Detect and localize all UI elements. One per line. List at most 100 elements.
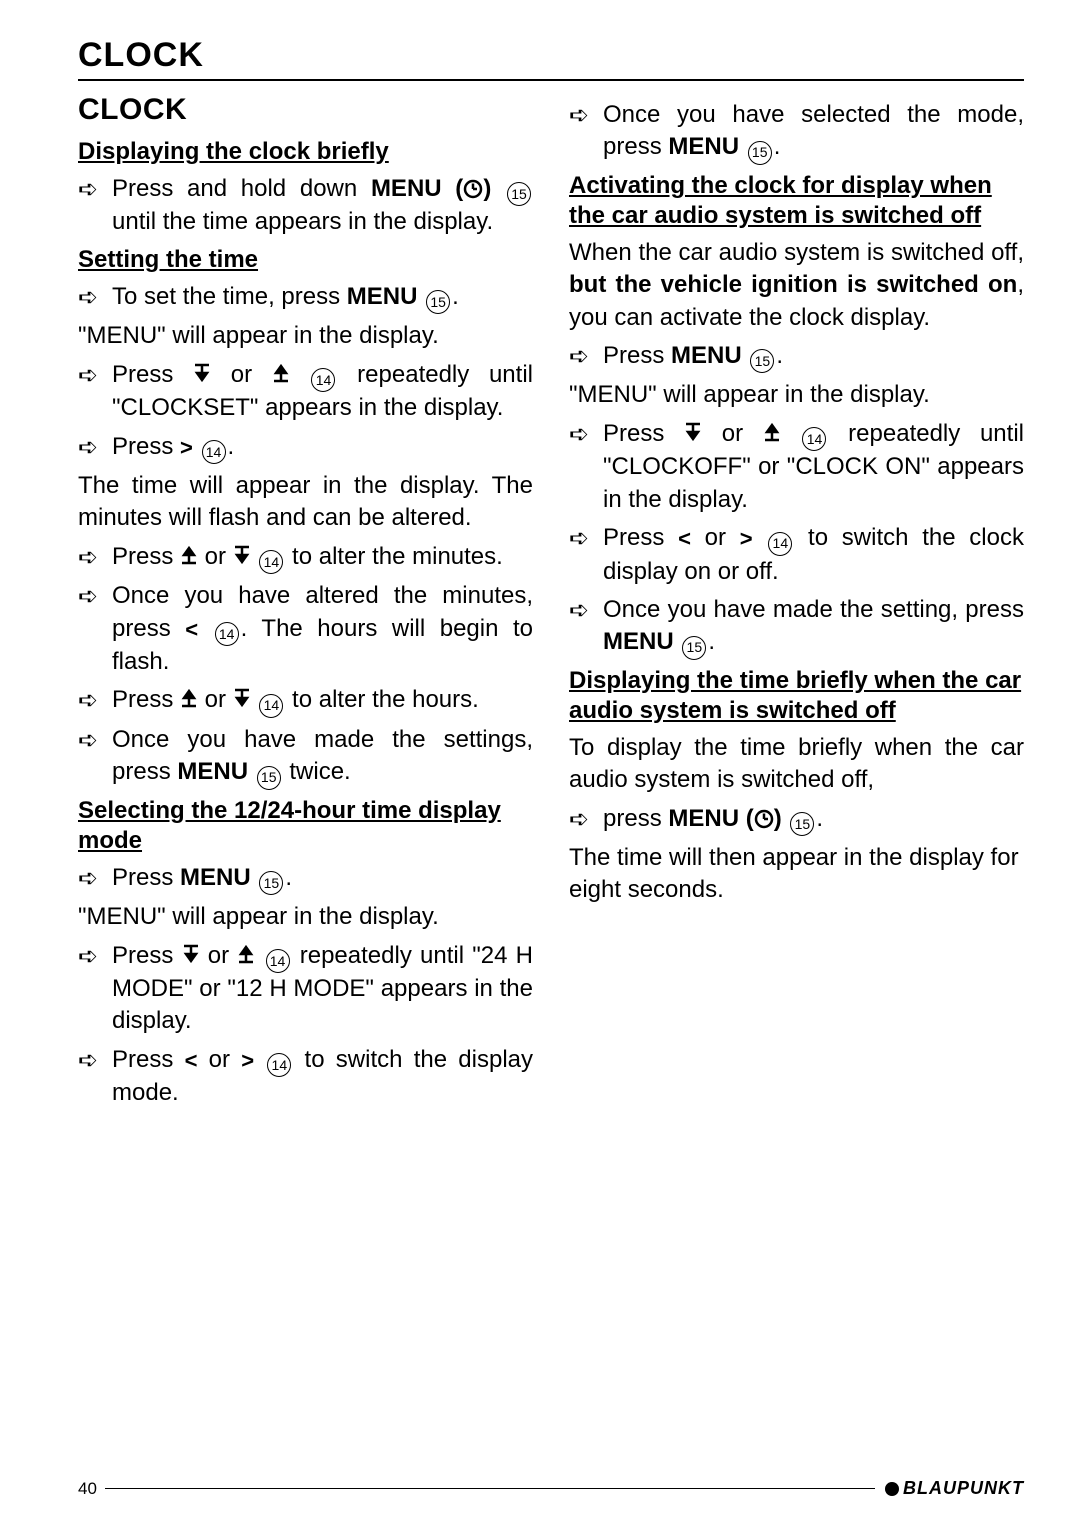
page-number: 40 xyxy=(78,1479,97,1499)
body-text: "MENU" will appear in the display. xyxy=(78,320,533,352)
down-icon xyxy=(182,944,200,964)
step: ➪ Press > 14. xyxy=(78,431,533,464)
step-arrow-icon: ➪ xyxy=(78,684,112,717)
body-text: When the car audio system is switched of… xyxy=(569,237,1024,334)
down-icon xyxy=(233,545,251,565)
step-arrow-icon: ➪ xyxy=(78,173,112,206)
step: ➪ Press or 14 repeatedly until "CLOCKOFF… xyxy=(569,418,1024,516)
section-title: CLOCK xyxy=(78,93,533,127)
ref-14-icon: 14 xyxy=(259,550,283,574)
subhead-activating: Activating the clock for display when th… xyxy=(569,171,1024,231)
right-column: ➪ Once you have selected the mode, press… xyxy=(569,93,1024,1116)
ref-14-icon: 14 xyxy=(266,949,290,973)
step-arrow-icon: ➪ xyxy=(569,340,603,373)
page-footer: 40 BLAUPUNKT xyxy=(78,1478,1024,1499)
body-text: To display the time briefly when the car… xyxy=(569,732,1024,797)
ref-14-icon: 14 xyxy=(311,368,335,392)
step-arrow-icon: ➪ xyxy=(569,522,603,555)
step: ➪ Press < or > 14 to switch the display … xyxy=(78,1044,533,1110)
step-arrow-icon: ➪ xyxy=(78,281,112,314)
step-text: Press < or > 14 to switch the clock disp… xyxy=(603,522,1024,588)
step: ➪ Press and hold down MENU () 15 until t… xyxy=(78,173,533,239)
step-text: Press or 14 repeatedly until "CLOCKOFF" … xyxy=(603,418,1024,516)
step-text: Press or 14 to alter the hours. xyxy=(112,684,533,717)
step-text: Press MENU 15. xyxy=(603,340,1024,373)
step-arrow-icon: ➪ xyxy=(569,594,603,627)
body-text: "MENU" will appear in the display. xyxy=(569,379,1024,411)
step: ➪ To set the time, press MENU 15. xyxy=(78,281,533,314)
ref-14-icon: 14 xyxy=(259,694,283,718)
step-arrow-icon: ➪ xyxy=(78,359,112,392)
body-text: The time will then appear in the display… xyxy=(569,842,1024,907)
body-text: The time will appear in the display. The… xyxy=(78,470,533,535)
ref-14-icon: 14 xyxy=(802,427,826,451)
step-arrow-icon: ➪ xyxy=(78,431,112,464)
ref-15-icon: 15 xyxy=(426,290,450,314)
step-arrow-icon: ➪ xyxy=(78,1044,112,1077)
step: ➪ Once you have made the settings, press… xyxy=(78,724,533,790)
ref-15-icon: 15 xyxy=(682,636,706,660)
footer-rule xyxy=(105,1488,875,1490)
step-arrow-icon: ➪ xyxy=(78,580,112,613)
content-columns: CLOCK Displaying the clock briefly ➪ Pre… xyxy=(78,93,1024,1116)
up-icon xyxy=(237,944,255,964)
step-text: Press MENU 15. xyxy=(112,862,533,895)
step-text: Once you have made the setting, press ME… xyxy=(603,594,1024,660)
step-arrow-icon: ➪ xyxy=(78,940,112,973)
brand-logo: BLAUPUNKT xyxy=(885,1478,1024,1499)
step-text: Once you have made the settings, press M… xyxy=(112,724,533,790)
step-text: Press < or > 14 to switch the display mo… xyxy=(112,1044,533,1110)
step: ➪ Once you have altered the minutes, pre… xyxy=(78,580,533,678)
brand-dot-icon xyxy=(885,1482,899,1496)
step: ➪ press MENU () 15. xyxy=(569,803,1024,836)
ref-14-icon: 14 xyxy=(267,1053,291,1077)
subhead-setting-time: Setting the time xyxy=(78,245,533,275)
down-icon xyxy=(233,688,251,708)
ref-14-icon: 14 xyxy=(768,532,792,556)
step: ➪ Press or 14 to alter the hours. xyxy=(78,684,533,717)
clock-icon xyxy=(463,179,483,199)
step-text: Press > 14. xyxy=(112,431,533,464)
step-arrow-icon: ➪ xyxy=(569,803,603,836)
ref-15-icon: 15 xyxy=(790,812,814,836)
step-arrow-icon: ➪ xyxy=(78,724,112,757)
down-icon xyxy=(193,363,211,383)
down-icon xyxy=(684,422,702,442)
step-text: Press or 14 repeatedly until "24 H MODE"… xyxy=(112,940,533,1038)
step-arrow-icon: ➪ xyxy=(78,862,112,895)
up-icon xyxy=(272,363,290,383)
up-icon xyxy=(763,422,781,442)
up-icon xyxy=(180,688,198,708)
step-text: Press and hold down MENU () 15 until the… xyxy=(112,173,533,239)
step-arrow-icon: ➪ xyxy=(569,418,603,451)
ref-15-icon: 15 xyxy=(257,766,281,790)
step: ➪ Press MENU 15. xyxy=(78,862,533,895)
step-arrow-icon: ➪ xyxy=(78,541,112,574)
ref-14-icon: 14 xyxy=(202,440,226,464)
page-header: CLOCK xyxy=(78,36,1024,81)
step: ➪ Press or 14 repeatedly until "24 H MOD… xyxy=(78,940,533,1038)
step: ➪ Once you have selected the mode, press… xyxy=(569,99,1024,165)
body-text: "MENU" will appear in the display. xyxy=(78,901,533,933)
step: ➪ Press < or > 14 to switch the clock di… xyxy=(569,522,1024,588)
step: ➪ Press or 14 repeatedly until "CLOCKSET… xyxy=(78,359,533,425)
ref-15-icon: 15 xyxy=(259,871,283,895)
brand-text: BLAUPUNKT xyxy=(903,1478,1024,1499)
step-text: press MENU () 15. xyxy=(603,803,1024,836)
subhead-display-briefly: Displaying the clock briefly xyxy=(78,137,533,167)
clock-icon xyxy=(754,809,774,829)
step-arrow-icon: ➪ xyxy=(569,99,603,132)
ref-15-icon: 15 xyxy=(750,349,774,373)
step: ➪ Once you have made the setting, press … xyxy=(569,594,1024,660)
ref-15-icon: 15 xyxy=(507,182,531,206)
ref-15-icon: 15 xyxy=(748,141,772,165)
step: ➪ Press MENU 15. xyxy=(569,340,1024,373)
step-text: Press or 14 to alter the minutes. xyxy=(112,541,533,574)
step-text: Once you have selected the mode, press M… xyxy=(603,99,1024,165)
subhead-display-off: Displaying the time briefly when the car… xyxy=(569,666,1024,726)
step-text: Press or 14 repeatedly until "CLOCKSET" … xyxy=(112,359,533,425)
step-text: Once you have altered the minutes, press… xyxy=(112,580,533,678)
step-text: To set the time, press MENU 15. xyxy=(112,281,533,314)
ref-14-icon: 14 xyxy=(215,622,239,646)
left-column: CLOCK Displaying the clock briefly ➪ Pre… xyxy=(78,93,533,1116)
